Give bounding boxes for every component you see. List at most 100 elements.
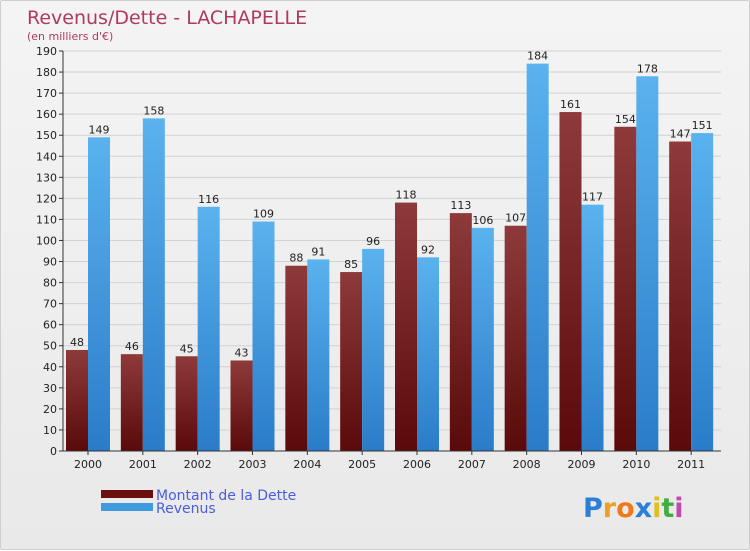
logo-letter: x (635, 493, 652, 524)
y-tick-label: 140 (36, 150, 57, 163)
y-tick-label: 40 (43, 361, 57, 374)
y-tick-label: 170 (36, 87, 57, 100)
data-label: 46 (125, 340, 139, 353)
revenue-bar (636, 76, 659, 452)
y-tick-label: 30 (43, 382, 57, 395)
x-tick-label: 2000 (74, 458, 102, 471)
chart-subtitle: (en milliers d'€) (27, 30, 113, 43)
y-tick-label: 110 (36, 213, 57, 226)
x-tick-label: 2001 (129, 458, 157, 471)
x-tick-label: 2007 (458, 458, 486, 471)
y-tick-label: 70 (43, 298, 57, 311)
revenue-bar (417, 257, 439, 451)
revenue-bar (471, 227, 494, 451)
revenue-bar (88, 137, 110, 451)
revenue-bar (581, 204, 604, 451)
y-tick-label: 60 (43, 319, 57, 332)
y-tick-label: 50 (43, 340, 57, 353)
x-tick-label: 2009 (568, 458, 596, 471)
chart-title: Revenus/Dette - LACHAPELLE (27, 7, 307, 29)
data-label: 43 (235, 346, 249, 359)
y-tick-label: 10 (43, 424, 57, 437)
revenue-bar-legend-swatch (101, 503, 153, 511)
revenue-bar (691, 133, 714, 451)
x-tick-label: 2006 (403, 458, 431, 471)
data-label: 116 (198, 193, 219, 206)
debt-bar (449, 213, 472, 451)
data-label: 154 (615, 113, 636, 126)
y-tick-label: 150 (36, 129, 57, 142)
gridlines (63, 50, 721, 452)
data-label: 149 (89, 123, 110, 136)
logo-letter: i (674, 493, 683, 524)
x-tick-label: 2002 (184, 458, 212, 471)
x-tick-label: 2010 (622, 458, 650, 471)
x-tick-label: 2005 (348, 458, 376, 471)
data-label: 118 (396, 189, 417, 202)
y-tick-label: 80 (43, 277, 57, 290)
debt-bar (614, 126, 637, 451)
data-label: 88 (289, 252, 303, 265)
y-tick-label: 20 (43, 403, 57, 416)
debt-bar (285, 265, 308, 451)
revenue-bar (526, 63, 549, 451)
data-label: 107 (505, 212, 526, 225)
y-tick-label: 0 (50, 445, 57, 458)
logo-letter: i (652, 493, 661, 524)
debt-bar (669, 141, 692, 452)
data-label: 158 (143, 104, 164, 117)
x-tick-label: 2011 (677, 458, 705, 471)
x-tick-label: 2004 (293, 458, 321, 471)
data-label: 117 (582, 191, 603, 204)
data-label: 92 (421, 243, 435, 256)
logo-letter: P (583, 493, 603, 524)
logo-text: Proxiti (583, 493, 684, 524)
y-tick-label: 100 (36, 234, 57, 247)
legend-label: Montant de la Dette (156, 488, 296, 504)
debt-bar (559, 112, 582, 451)
data-label: 109 (253, 208, 274, 221)
data-label: 106 (472, 214, 493, 227)
x-tick-label: 2003 (239, 458, 267, 471)
data-label: 91 (311, 245, 325, 258)
revenue-bar (362, 248, 385, 451)
debt-bar-legend-swatch (101, 490, 153, 498)
data-label: 184 (527, 50, 548, 63)
y-tick-label: 160 (36, 108, 57, 121)
y-tick-label: 190 (36, 45, 57, 58)
data-label: 151 (692, 119, 713, 132)
x-axis-ticks: 2000 2001 2002 2003 2004 2005 2006 2007 2008 2009… (74, 451, 705, 471)
proxiti-logo: Proxiti (583, 493, 684, 524)
revenue-bar (252, 221, 275, 451)
data-label: 45 (180, 342, 194, 355)
data-label: 147 (670, 128, 691, 141)
debt-bar (340, 272, 363, 451)
logo-letter: t (661, 493, 674, 524)
revenue-bar (142, 118, 165, 452)
y-tick-label: 180 (36, 66, 57, 79)
data-label: 85 (344, 258, 358, 271)
debt-bar (504, 225, 527, 451)
x-tick-label: 2008 (513, 458, 541, 471)
revenue-bar (197, 206, 220, 451)
debt-bar (395, 202, 417, 451)
y-axis-ticks: 0 10 20 30 40 50 60 70 80 90 100 110 120 130 140 150 160… (36, 45, 63, 458)
logo-letter: r (603, 493, 617, 524)
debt-bar (230, 360, 253, 451)
axes (62, 51, 721, 452)
y-tick-label: 120 (36, 192, 57, 205)
data-label: 178 (637, 62, 658, 75)
y-tick-label: 90 (43, 256, 57, 269)
debt-bar (175, 356, 198, 451)
y-tick-label: 130 (36, 171, 57, 184)
legend-label: Revenus (156, 501, 216, 517)
logo-letter: o (616, 493, 635, 524)
revenue-bar (307, 259, 330, 451)
data-label: 48 (70, 336, 84, 349)
bars (66, 63, 714, 452)
debt-bar (66, 349, 88, 451)
